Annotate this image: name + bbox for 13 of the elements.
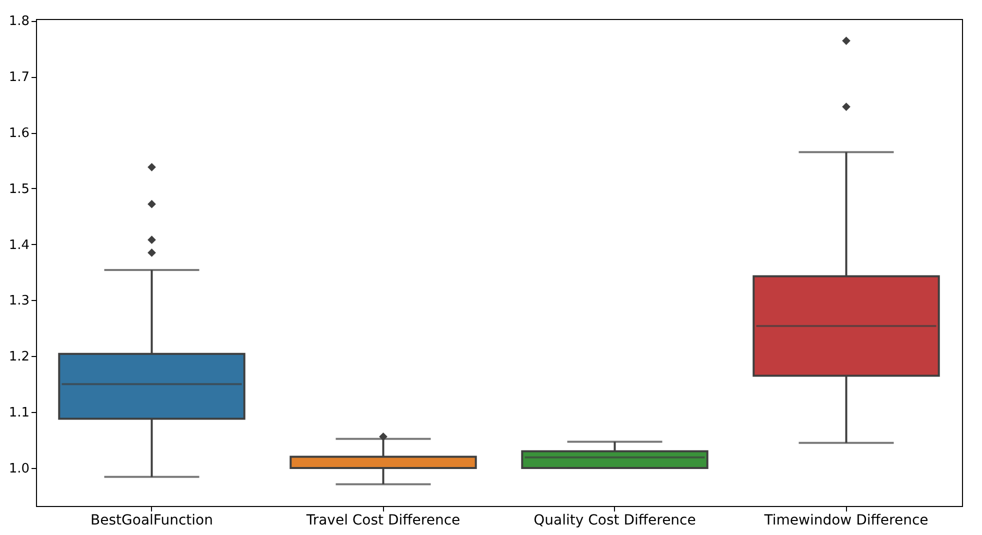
y-tick-label: 1.1 bbox=[8, 406, 30, 421]
y-tick-label: 1.2 bbox=[8, 350, 30, 365]
y-tick-label: 1.6 bbox=[8, 126, 30, 142]
y-tick-label: 1.5 bbox=[8, 182, 30, 197]
y-tick-label: 1.4 bbox=[8, 238, 30, 253]
y-tick-label: 1.3 bbox=[8, 294, 30, 309]
x-tick-label: Quality Cost Difference bbox=[534, 512, 696, 528]
x-tick-label: BestGoalFunction bbox=[90, 512, 213, 528]
x-tick-label: Timewindow Difference bbox=[763, 512, 928, 528]
y-tick-label: 1.0 bbox=[8, 461, 30, 476]
y-tick-label: 1.7 bbox=[8, 70, 30, 86]
y-tick-label: 1.8 bbox=[8, 14, 30, 30]
x-tick-label: Travel Cost Difference bbox=[305, 512, 460, 528]
